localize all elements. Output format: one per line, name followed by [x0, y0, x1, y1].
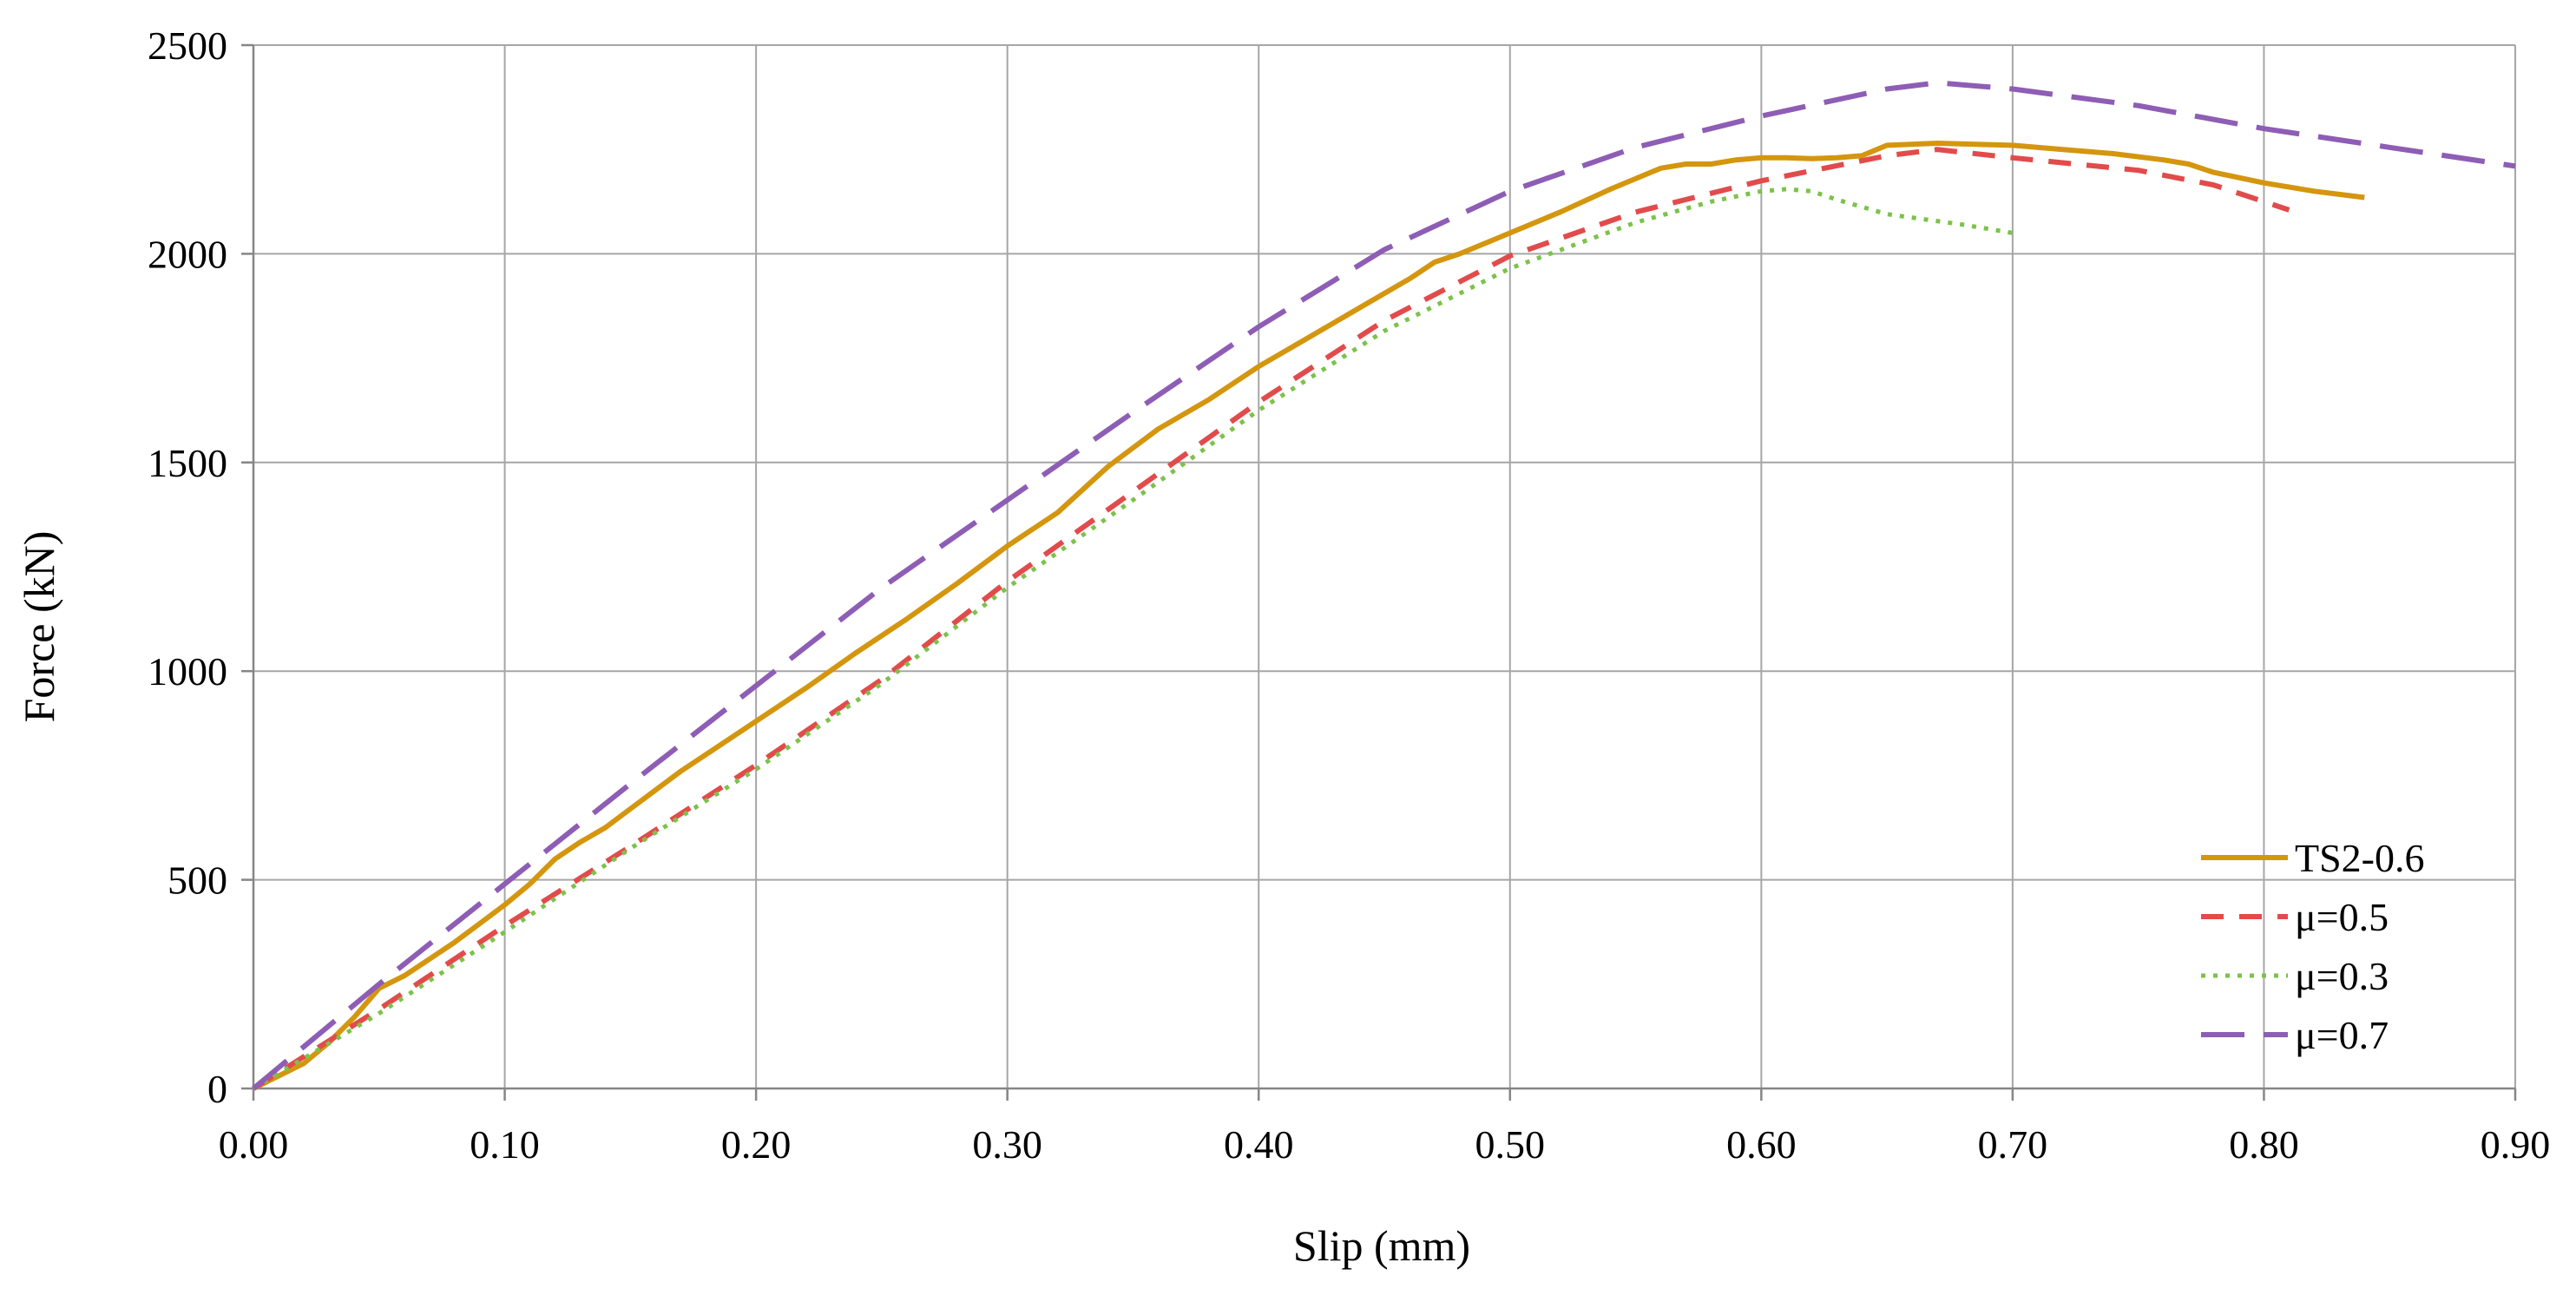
y-tick-label: 1000: [148, 649, 227, 694]
x-tick-label: 0.70: [1978, 1122, 2048, 1167]
x-tick-label: 0.00: [219, 1122, 289, 1167]
series-line-0: [252, 141, 2365, 1091]
x-tick-labels: 0.00 0.10 0.20 0.30 0.40 0.50 0.60 0.70 0.80 0.90: [219, 1122, 2551, 1167]
y-tick-label: 2000: [148, 232, 227, 276]
series-line-3: [252, 80, 2516, 1091]
legend: TS2-0.6 μ=0.5 μ=0.3 μ=0.7: [2201, 836, 2425, 1057]
x-tick-label: 0.50: [1475, 1122, 1546, 1167]
x-tick-label: 0.20: [721, 1122, 792, 1167]
legend-label-2: μ=0.3: [2295, 954, 2389, 998]
x-tick-label: 0.30: [972, 1122, 1042, 1167]
y-axis-title: Force (kN): [15, 531, 63, 723]
x-tick-label: 0.10: [470, 1122, 540, 1167]
y-tick-label: 500: [168, 858, 227, 903]
legend-label-0: TS2-0.6: [2295, 836, 2425, 880]
series-line-1: [252, 147, 2290, 1091]
x-axis-title: Slip (mm): [1293, 1221, 1470, 1270]
y-tick-label: 2500: [148, 23, 227, 68]
legend-label-3: μ=0.7: [2295, 1013, 2389, 1057]
y-tick-labels: 0 500 1000 1500 2000 2500: [148, 23, 227, 1111]
x-tick-label: 0.40: [1224, 1122, 1294, 1167]
grid-lines: [253, 44, 2516, 1088]
y-tick-label: 0: [207, 1067, 227, 1111]
x-tick-label: 0.60: [1726, 1122, 1797, 1167]
legend-label-1: μ=0.5: [2295, 895, 2389, 939]
series-line-2: [252, 187, 2014, 1091]
y-tick-label: 1500: [148, 441, 227, 485]
series-lines: [252, 80, 2516, 1091]
x-tick-label: 0.90: [2481, 1122, 2551, 1167]
x-tick-label: 0.80: [2229, 1122, 2299, 1167]
axes: [241, 43, 2517, 1101]
